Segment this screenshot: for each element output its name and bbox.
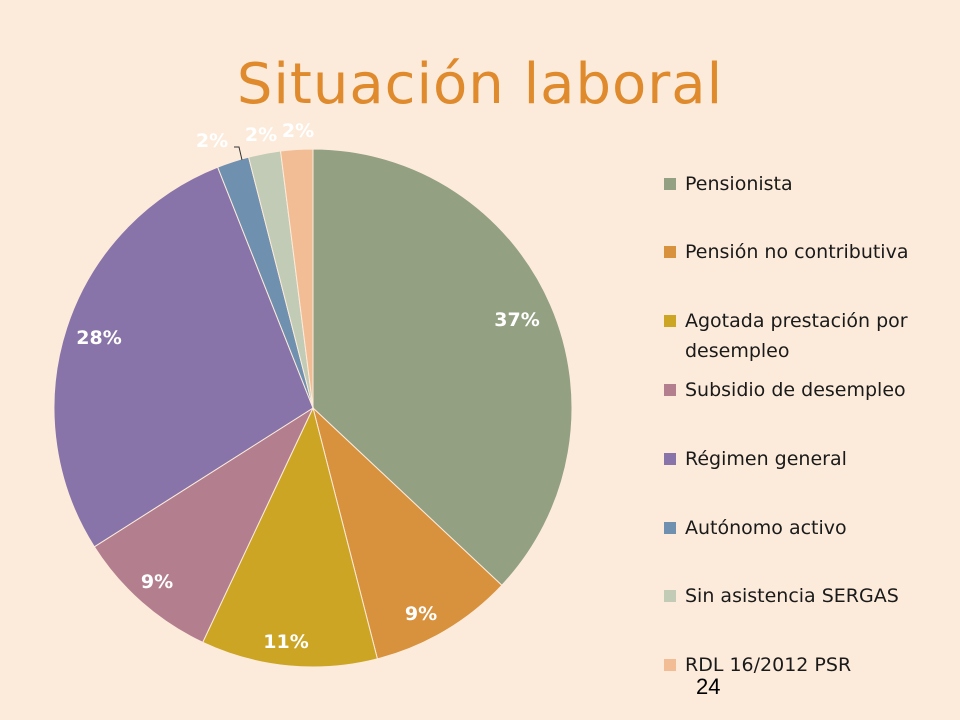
legend-label: RDL 16/2012 PSR bbox=[685, 650, 851, 680]
legend-label-line: Autónomo activo bbox=[685, 517, 847, 539]
slice-label-rdl-16-2012-psr: 2% bbox=[282, 120, 314, 142]
legend-swatch bbox=[664, 522, 676, 534]
legend-item: RDL 16/2012 PSR bbox=[664, 653, 954, 680]
slice-label-agotada-prestacion-por-desempleo: 11% bbox=[263, 631, 308, 653]
legend-label-line: Régimen general bbox=[685, 448, 847, 470]
legend-swatch bbox=[664, 590, 676, 602]
legend-label: Pensión no contributiva bbox=[685, 237, 908, 267]
slide-title: Situación laboral bbox=[236, 52, 724, 117]
legend-label-line: Sin asistencia SERGAS bbox=[685, 585, 899, 607]
leader-line bbox=[234, 146, 243, 161]
legend-label-line: Pensión no contributiva bbox=[685, 241, 909, 263]
legend-item: Sin asistencia SERGAS bbox=[664, 584, 954, 611]
legend-label-line: desempleo bbox=[685, 340, 790, 362]
pie-slice-agotada-prestacion-por-desempleo bbox=[202, 406, 379, 668]
slice-label-sin-asistencia-sergas: 2% bbox=[245, 124, 277, 146]
legend-swatch bbox=[664, 246, 676, 258]
legend-label: Autónomo activo bbox=[685, 513, 847, 543]
legend-item: Pensionista bbox=[664, 172, 954, 199]
pie-labels: 37%9%11%9%28%2% 2% 2% bbox=[76, 120, 539, 653]
legend-label: Régimen general bbox=[685, 444, 847, 474]
pie-slice-regimen-general bbox=[53, 166, 314, 548]
slice-label-pension-no-contributiva: 9% bbox=[405, 603, 437, 625]
page-number: 24 bbox=[696, 674, 721, 699]
pie-slice-pensionista bbox=[312, 148, 573, 587]
legend-swatch bbox=[664, 659, 676, 671]
slice-label-pensionista: 37% bbox=[494, 309, 539, 331]
legend-label: Sin asistencia SERGAS bbox=[685, 581, 899, 611]
legend-item: Régimen general bbox=[664, 447, 954, 474]
legend-item: Autónomo activo bbox=[664, 516, 954, 543]
legend-swatch bbox=[664, 384, 676, 396]
pie-slice-subsidio-de-desempleo bbox=[93, 406, 315, 644]
pie-slice-pension-no-contributiva bbox=[312, 406, 503, 660]
legend-item: Pensión no contributiva bbox=[664, 240, 954, 267]
slice-label-subsidio-de-desempleo: 9% bbox=[141, 571, 173, 593]
legend-swatch bbox=[664, 315, 676, 327]
legend-item: Agotada prestación por desempleo bbox=[664, 309, 954, 366]
legend-swatch bbox=[664, 453, 676, 465]
legend-label-line: RDL 16/2012 PSR bbox=[685, 654, 852, 676]
pie-slice-rdl-16-2012-psr bbox=[279, 148, 314, 409]
slice-label-autonomo-activo: 2% bbox=[196, 130, 228, 152]
legend-item: Subsidio de desempleo bbox=[664, 378, 954, 405]
legend-label-line: Agotada prestación por bbox=[685, 310, 908, 332]
legend-label-line: Pensionista bbox=[685, 173, 793, 195]
legend-label: Pensionista bbox=[685, 169, 793, 199]
legend-swatch bbox=[664, 178, 676, 190]
legend-label: Agotada prestación por desempleo bbox=[685, 306, 908, 366]
legend-label-line: Subsidio de desempleo bbox=[685, 379, 906, 401]
pie-slices bbox=[53, 148, 573, 668]
legend-label: Subsidio de desempleo bbox=[685, 375, 906, 405]
slice-label-regimen-general: 28% bbox=[76, 327, 121, 349]
